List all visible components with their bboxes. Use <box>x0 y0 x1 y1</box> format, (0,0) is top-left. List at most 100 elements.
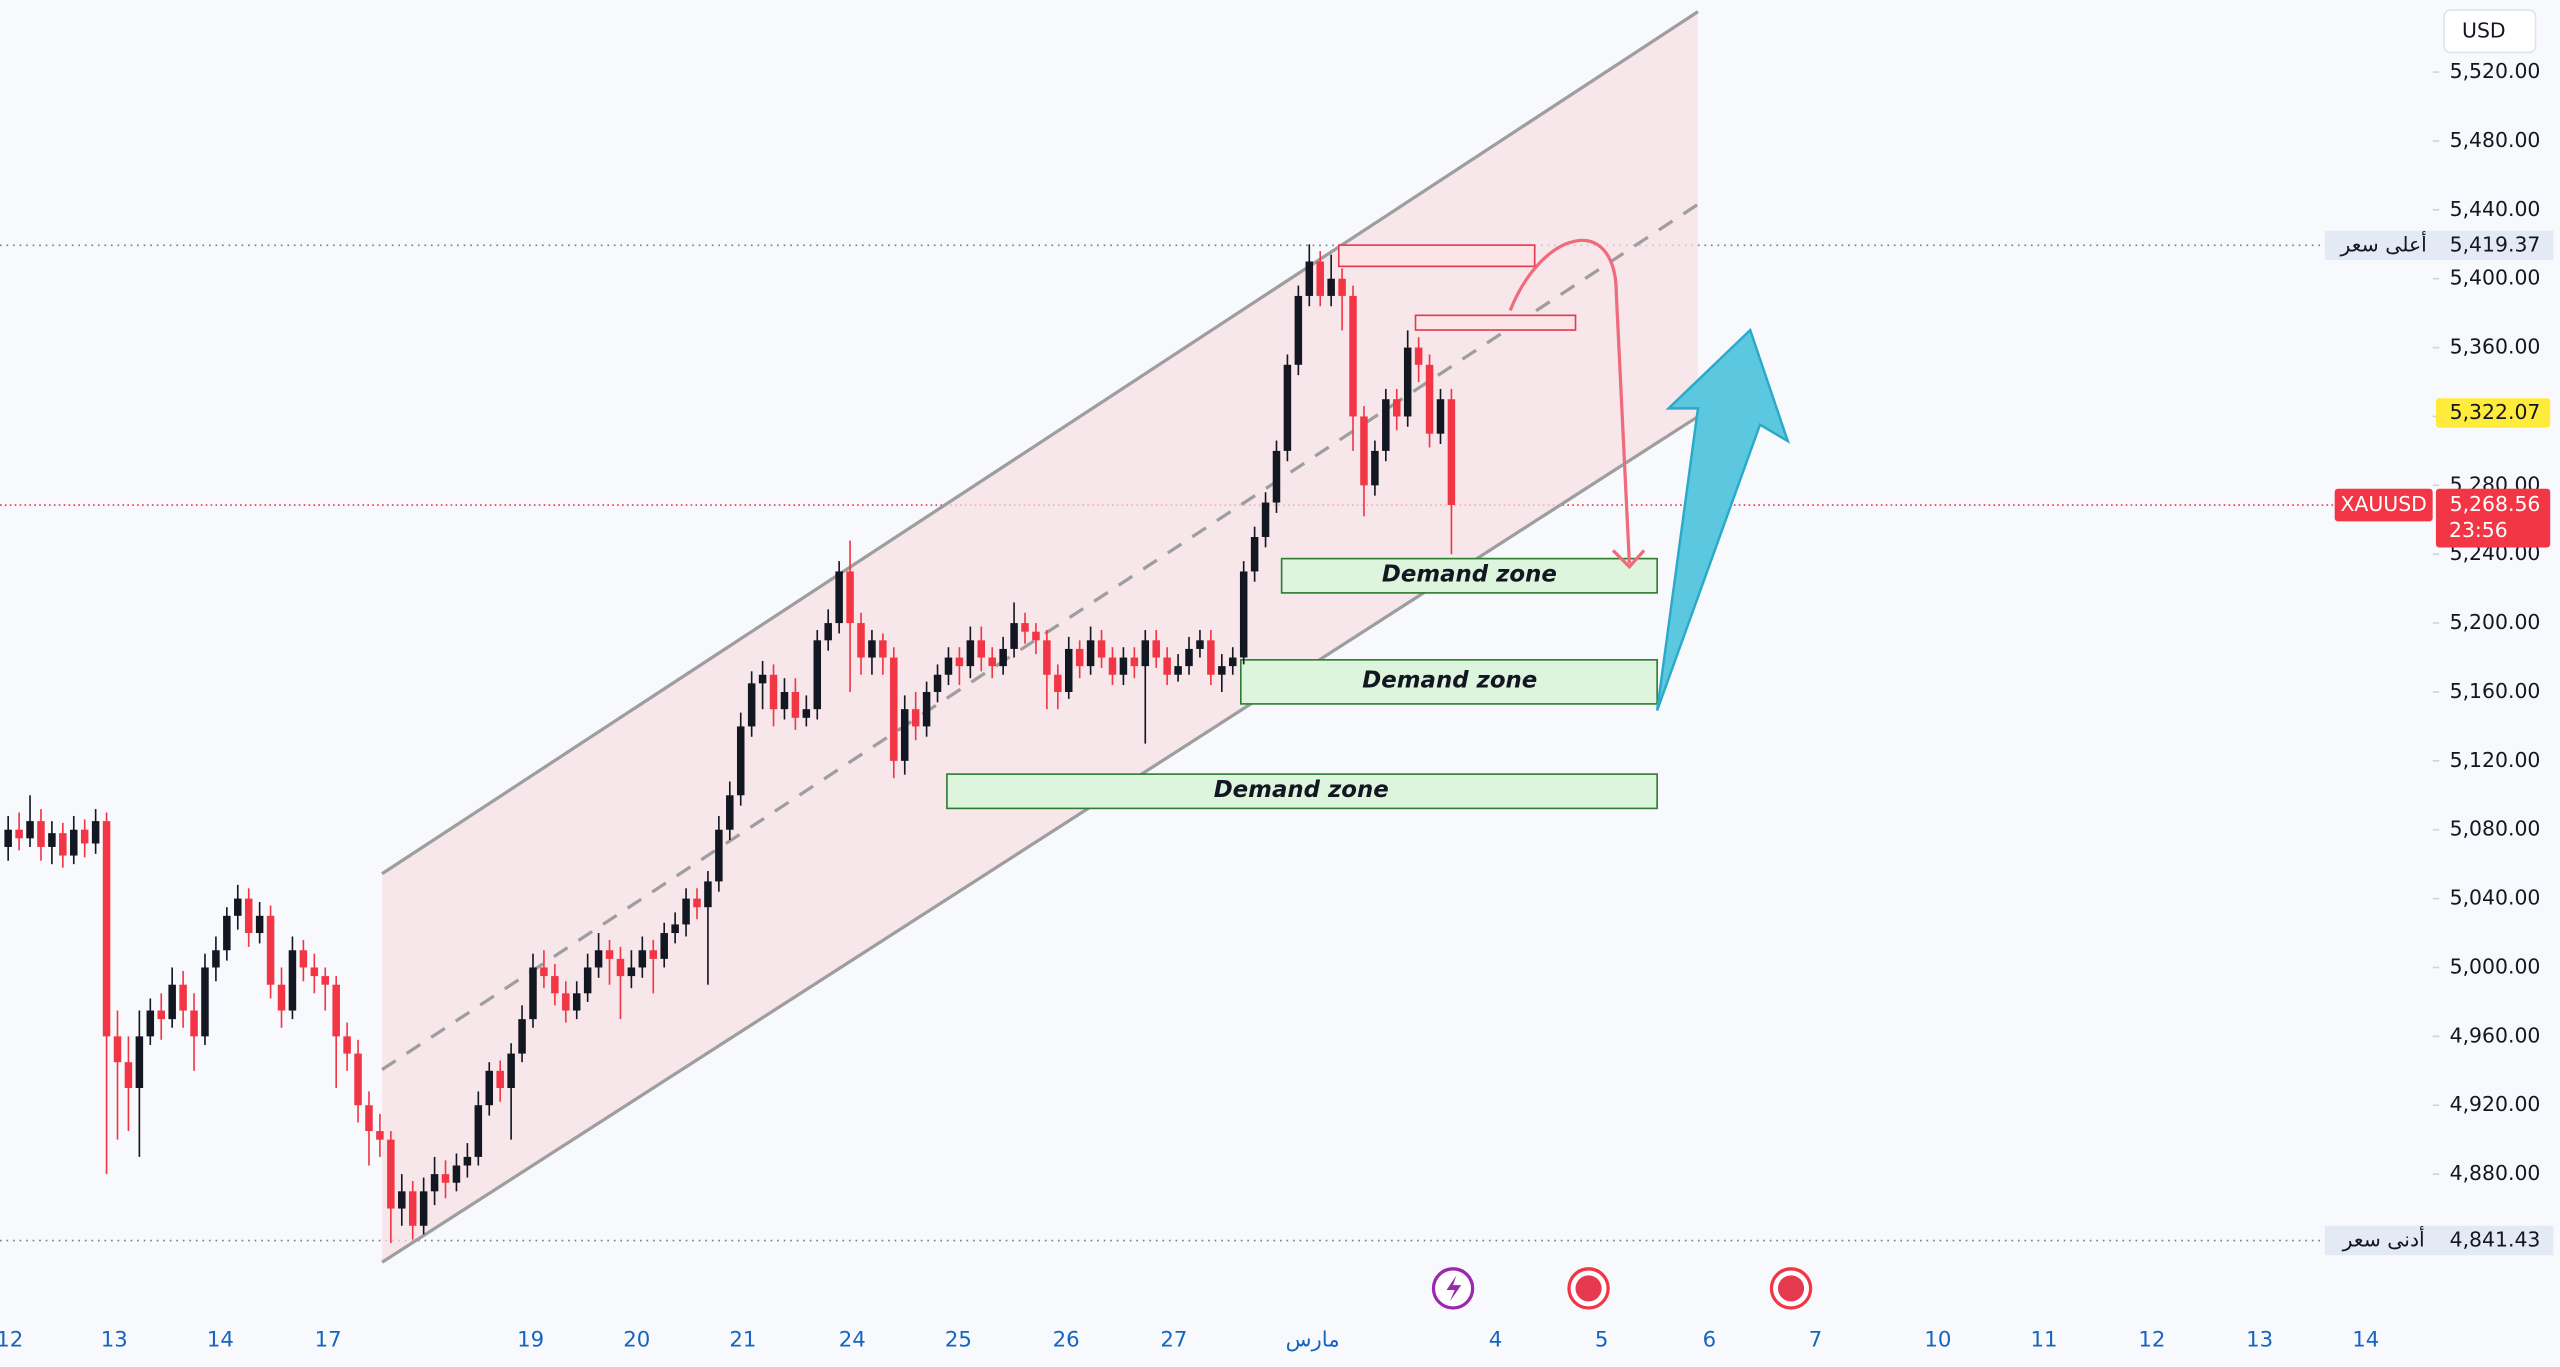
x-tick-label: 14 <box>207 1328 234 1353</box>
candle-body <box>1141 640 1150 667</box>
candle-body <box>1272 450 1281 503</box>
candle-body <box>1064 648 1073 692</box>
y-tick-label: 5,120.00 <box>2450 748 2541 772</box>
candle-body <box>627 967 636 977</box>
candle-body <box>1425 364 1434 434</box>
y-tick-label: 5,160.00 <box>2450 679 2541 703</box>
candle-body <box>649 950 658 959</box>
candle-body <box>1097 640 1106 658</box>
zone-label: Demand zone <box>1214 777 1389 803</box>
currency-box[interactable] <box>2443 9 2537 54</box>
marker-value-bg <box>2432 1225 2554 1256</box>
candle-body <box>80 829 89 844</box>
candle-body <box>1130 657 1139 667</box>
zone-label: Demand zone <box>1382 561 1557 587</box>
candle-body <box>1185 648 1193 667</box>
candle-body <box>605 950 614 959</box>
candle-body <box>1305 261 1314 296</box>
candle-body <box>857 623 865 658</box>
marker-name: أدنى سعر <box>2342 1227 2425 1252</box>
candle-body <box>890 657 898 761</box>
candle-body <box>26 821 34 839</box>
x-tick-label: 21 <box>729 1328 756 1353</box>
x-tick-label: 25 <box>945 1328 972 1353</box>
highlight-value: 5,322.07 <box>2450 400 2541 424</box>
marker-value-bg <box>2432 230 2554 261</box>
supply-box <box>1337 244 1536 268</box>
candle-body <box>1283 364 1292 451</box>
candle-body <box>1043 640 1051 675</box>
marker-name-bg <box>2324 230 2433 261</box>
last-price-bg <box>2435 488 2551 548</box>
candle-body <box>441 1174 450 1183</box>
candle-body <box>1218 666 1226 675</box>
flag <box>1575 1275 1602 1302</box>
candle-body <box>594 950 603 968</box>
x-tick-label: 19 <box>517 1328 544 1353</box>
candle-body <box>310 967 319 977</box>
candle-body <box>791 691 800 718</box>
candle-body <box>343 1036 351 1054</box>
candle-body <box>1196 640 1204 649</box>
candle-body <box>747 683 756 727</box>
y-tick-label: 4,920.00 <box>2450 1092 2541 1116</box>
candle-body <box>682 898 690 925</box>
candle-body <box>966 640 975 667</box>
candle-body <box>332 984 340 1037</box>
candle-body <box>1436 399 1445 434</box>
candle-body <box>266 915 275 985</box>
candle-body <box>1327 278 1335 296</box>
x-tick-label: 7 <box>1809 1328 1823 1353</box>
y-tick-label: 5,480.00 <box>2450 128 2541 152</box>
candle-body <box>911 709 920 727</box>
candle-body <box>485 1070 494 1106</box>
candle-body <box>540 967 548 977</box>
candle-body <box>1239 571 1248 658</box>
candle-body <box>802 709 811 718</box>
x-tick-label: 27 <box>1160 1328 1187 1353</box>
candle-body <box>583 967 592 994</box>
candle-body <box>1371 450 1379 486</box>
candle-body <box>102 821 111 1037</box>
highlight-bg <box>2435 398 2551 428</box>
y-tick-label: 5,360.00 <box>2450 335 2541 359</box>
x-tick-label: 6 <box>1703 1328 1717 1353</box>
candle-body <box>944 657 953 675</box>
x-tick-label: 10 <box>1924 1328 1951 1353</box>
red-arrowhead <box>1611 549 1646 570</box>
candle-body <box>955 657 964 667</box>
candle-body <box>1010 623 1018 649</box>
candle-body <box>1447 399 1456 506</box>
candle-body <box>59 833 67 856</box>
candle-body <box>813 640 822 710</box>
y-tick-label: 4,960.00 <box>2450 1023 2541 1047</box>
candle-body <box>299 950 308 968</box>
candle-body <box>824 623 832 641</box>
candle-body <box>726 795 734 830</box>
candle-body <box>1174 666 1182 675</box>
candle-body <box>1403 347 1412 417</box>
symbol-bg <box>2334 488 2433 522</box>
candle-body <box>365 1105 373 1132</box>
y-tick-label: 5,080.00 <box>2450 817 2541 841</box>
candle-body <box>408 1191 417 1226</box>
drawings <box>381 10 1790 1264</box>
candle-body <box>354 1053 362 1106</box>
red-arrow <box>1508 238 1632 564</box>
x-tick-label: 13 <box>101 1328 128 1353</box>
candle-body <box>4 829 12 847</box>
candle-body <box>572 993 581 1011</box>
candle-body <box>288 950 297 1011</box>
marker-value: 4,841.43 <box>2450 1228 2541 1252</box>
candle-body <box>321 976 329 985</box>
candle-body <box>15 829 23 839</box>
candle-body <box>1021 623 1029 632</box>
supply-box <box>1414 314 1577 331</box>
candle-body <box>518 1019 526 1054</box>
candle-body <box>135 1036 144 1089</box>
candle-body <box>704 881 712 908</box>
channel-fill <box>382 11 1698 1263</box>
candle-body <box>387 1139 395 1209</box>
candle-body <box>179 984 187 1011</box>
